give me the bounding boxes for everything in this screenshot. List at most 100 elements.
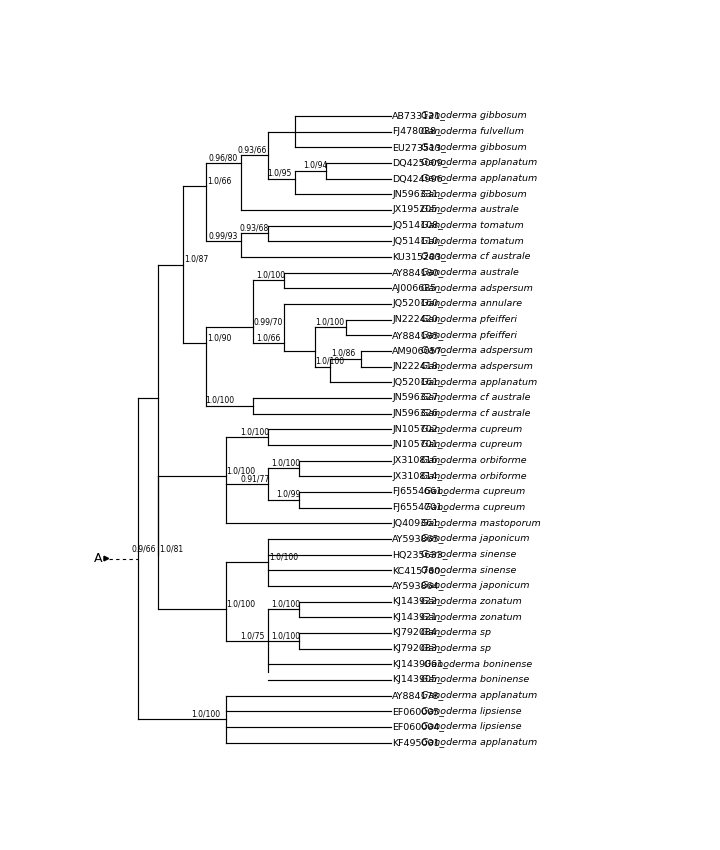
Text: FJ478088_: FJ478088_ xyxy=(392,127,441,136)
Text: Ganoderma cupreum: Ganoderma cupreum xyxy=(421,440,522,450)
Text: AY884180_: AY884180_ xyxy=(392,268,444,277)
Text: JX310816_: JX310816_ xyxy=(392,456,442,465)
Text: JN596331_: JN596331_ xyxy=(392,190,443,199)
Text: KU315203_: KU315203_ xyxy=(392,252,446,262)
Text: KJ792084_: KJ792084_ xyxy=(392,628,442,638)
Text: 0.96/80: 0.96/80 xyxy=(209,153,238,162)
Text: Ganoderma lipsiense: Ganoderma lipsiense xyxy=(421,707,521,716)
Text: Ganoderma sp: Ganoderma sp xyxy=(421,644,491,653)
Text: Ganoderma zonatum: Ganoderma zonatum xyxy=(421,597,521,606)
Text: 1.0/100: 1.0/100 xyxy=(226,600,256,609)
Text: FJ6554701_: FJ6554701_ xyxy=(392,503,447,512)
Text: 0.93/66: 0.93/66 xyxy=(238,145,266,154)
Polygon shape xyxy=(104,556,109,561)
Text: Ganoderma sinense: Ganoderma sinense xyxy=(421,550,516,559)
Text: JN222420_: JN222420_ xyxy=(392,315,443,324)
Text: Ganoderma applanatum: Ganoderma applanatum xyxy=(421,738,537,747)
Text: KJ1439061_: KJ1439061_ xyxy=(392,660,448,669)
Text: JN596327_: JN596327_ xyxy=(392,394,443,402)
Text: JX310814_: JX310814_ xyxy=(392,472,442,481)
Text: AY884178_: AY884178_ xyxy=(392,691,444,700)
Text: Ganoderma australe: Ganoderma australe xyxy=(421,206,518,214)
Text: Ganoderma gibbosum: Ganoderma gibbosum xyxy=(421,143,526,151)
Text: Ganoderma cf australe: Ganoderma cf australe xyxy=(421,252,531,262)
Text: AM906057_: AM906057_ xyxy=(392,347,448,355)
Text: 1.0/100: 1.0/100 xyxy=(271,459,300,468)
Text: EU273513_: EU273513_ xyxy=(392,143,446,151)
Text: Ganoderma japonicum: Ganoderma japonicum xyxy=(421,535,529,543)
Text: KJ792083_: KJ792083_ xyxy=(392,644,442,653)
Text: 1.0/100: 1.0/100 xyxy=(315,318,345,326)
Text: 1.0/100: 1.0/100 xyxy=(315,357,345,366)
Text: AY593864_: AY593864_ xyxy=(392,581,445,591)
Text: 0.93/68: 0.93/68 xyxy=(240,224,269,233)
Text: Ganoderma cf australe: Ganoderma cf australe xyxy=(421,394,531,402)
Text: Ganoderma applanatum: Ganoderma applanatum xyxy=(421,174,537,183)
Text: DQ425009_: DQ425009_ xyxy=(392,158,448,167)
Text: Ganoderma lipsiense: Ganoderma lipsiense xyxy=(421,722,521,732)
Text: Ganoderma tomatum: Ganoderma tomatum xyxy=(421,221,523,230)
Text: EF060005_: EF060005_ xyxy=(392,707,444,716)
Text: Ganoderma tomatum: Ganoderma tomatum xyxy=(421,236,523,246)
Text: Ganoderma japonicum: Ganoderma japonicum xyxy=(421,581,529,591)
Text: FJ6554661_: FJ6554661_ xyxy=(392,487,447,496)
Text: Ganoderma pfeifferi: Ganoderma pfeifferi xyxy=(421,315,517,324)
Text: Ganoderma adspersum: Ganoderma adspersum xyxy=(421,362,533,371)
Text: 1.0/66: 1.0/66 xyxy=(256,333,280,343)
Text: KJ143922_: KJ143922_ xyxy=(392,597,442,606)
Text: Ganoderma applanatum: Ganoderma applanatum xyxy=(421,158,537,167)
Text: KC415760_: KC415760_ xyxy=(392,566,445,575)
Text: JQ409361_: JQ409361_ xyxy=(392,518,444,528)
Text: Ganoderma orbiforme: Ganoderma orbiforme xyxy=(421,456,526,465)
Text: JQ520160_: JQ520160_ xyxy=(392,299,443,309)
Text: Ganoderma sp: Ganoderma sp xyxy=(421,628,491,638)
Text: 1.0/100: 1.0/100 xyxy=(240,428,269,436)
Text: 0.99/70: 0.99/70 xyxy=(253,318,283,326)
Text: HQ235633_: HQ235633_ xyxy=(392,550,448,559)
Text: AY593865_: AY593865_ xyxy=(392,535,445,543)
Text: Ganoderma mastoporum: Ganoderma mastoporum xyxy=(421,518,541,528)
Text: 1.0/100: 1.0/100 xyxy=(205,396,235,405)
Text: 1.0/100: 1.0/100 xyxy=(271,631,300,640)
Text: JQ514108_: JQ514108_ xyxy=(392,221,443,230)
Text: JN105702_: JN105702_ xyxy=(392,425,443,434)
Text: 0.99/93: 0.99/93 xyxy=(209,231,238,241)
Text: 1.0/86: 1.0/86 xyxy=(331,349,355,358)
Text: 1.0/100: 1.0/100 xyxy=(191,710,220,718)
Text: Ganoderma australe: Ganoderma australe xyxy=(421,268,518,277)
Text: Ganoderma boninense: Ganoderma boninense xyxy=(424,660,532,669)
Text: JN222418_: JN222418_ xyxy=(392,362,443,371)
Text: KF495001_: KF495001_ xyxy=(392,738,444,747)
Text: AJ006685_: AJ006685_ xyxy=(392,284,442,292)
Text: DQ424996_: DQ424996_ xyxy=(392,174,448,183)
Text: 1.0/66: 1.0/66 xyxy=(207,177,231,185)
Text: KJ143921_: KJ143921_ xyxy=(392,613,442,622)
Text: Ganoderma adspersum: Ganoderma adspersum xyxy=(421,347,533,355)
Text: Ganoderma cupreum: Ganoderma cupreum xyxy=(424,487,526,496)
Text: 1.0/90: 1.0/90 xyxy=(207,333,231,343)
Text: 1.0/94: 1.0/94 xyxy=(303,161,328,170)
Text: JQ520161_: JQ520161_ xyxy=(392,377,443,387)
Text: A: A xyxy=(94,552,102,565)
Text: Ganoderma orbiforme: Ganoderma orbiforme xyxy=(421,472,526,481)
Text: Ganoderma gibbosum: Ganoderma gibbosum xyxy=(421,111,526,121)
Text: Ganoderma pfeifferi: Ganoderma pfeifferi xyxy=(421,331,517,340)
Text: 1.0/81: 1.0/81 xyxy=(159,545,183,554)
Text: 0.91/77: 0.91/77 xyxy=(240,474,269,484)
Text: 1.0/87: 1.0/87 xyxy=(184,255,208,264)
Text: Ganoderma annulare: Ganoderma annulare xyxy=(421,299,522,309)
Text: Ganoderma cf australe: Ganoderma cf australe xyxy=(421,409,531,418)
Text: 0.9/66: 0.9/66 xyxy=(131,545,156,554)
Text: Ganoderma sinense: Ganoderma sinense xyxy=(421,566,516,575)
Text: Ganoderma gibbosum: Ganoderma gibbosum xyxy=(421,190,526,199)
Text: JN105701_: JN105701_ xyxy=(392,440,443,450)
Text: KJ143905_: KJ143905_ xyxy=(392,676,442,684)
Text: 1.0/100: 1.0/100 xyxy=(226,467,256,475)
Text: 1.0/100: 1.0/100 xyxy=(271,600,300,609)
Text: Ganoderma adspersum: Ganoderma adspersum xyxy=(421,284,533,292)
Text: 1.0/100: 1.0/100 xyxy=(269,552,298,562)
Text: Ganoderma cupreum: Ganoderma cupreum xyxy=(424,503,526,512)
Text: JX195205_: JX195205_ xyxy=(392,206,442,214)
Text: AY884185_: AY884185_ xyxy=(392,331,444,340)
Text: Ganoderma applanatum: Ganoderma applanatum xyxy=(421,691,537,700)
